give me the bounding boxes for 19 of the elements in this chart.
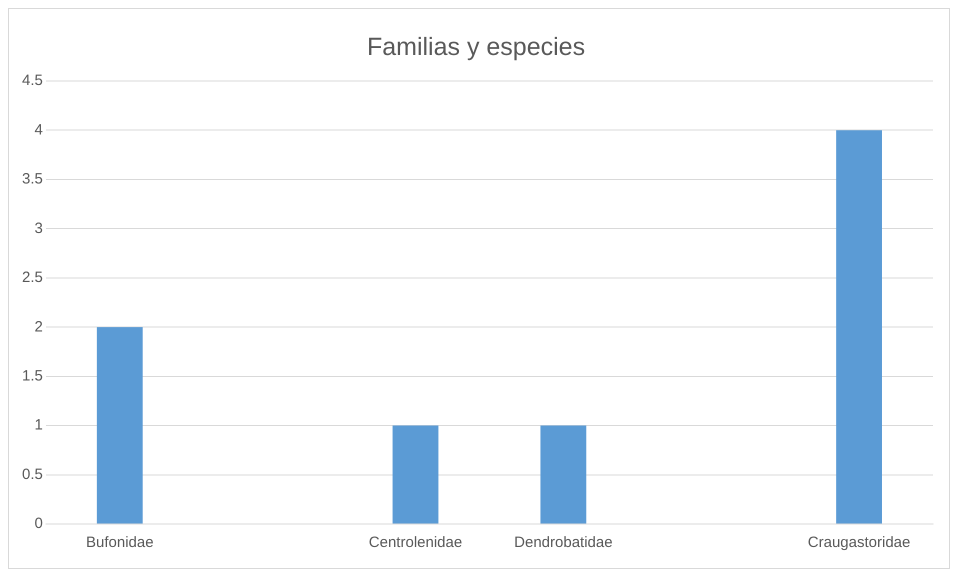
y-tick-label: 1 — [34, 416, 43, 434]
y-tick-label: 4 — [34, 121, 43, 138]
y-tick-label: 2.5 — [22, 269, 43, 286]
y-tick-label: 4.5 — [22, 72, 43, 90]
y-tick-label: 3.5 — [22, 170, 43, 188]
y-tick-label: 0.5 — [22, 466, 43, 483]
chart-title: Familias y especies — [366, 32, 586, 61]
bar — [392, 426, 438, 524]
y-tick-label: 2 — [34, 318, 43, 336]
x-tick-label: Craugastoridae — [808, 534, 910, 552]
bar — [540, 426, 586, 524]
bar — [836, 130, 882, 524]
y-tick-label: 1.5 — [22, 367, 43, 384]
x-tick-label: Centrolenidae — [368, 534, 462, 552]
x-tick-label: Bufonidae — [86, 534, 154, 552]
bar — [96, 327, 143, 524]
y-tick-label: 0 — [34, 515, 43, 532]
x-tick-label: Dendrobatidae — [514, 534, 613, 552]
y-tick-label: 3 — [34, 220, 43, 237]
